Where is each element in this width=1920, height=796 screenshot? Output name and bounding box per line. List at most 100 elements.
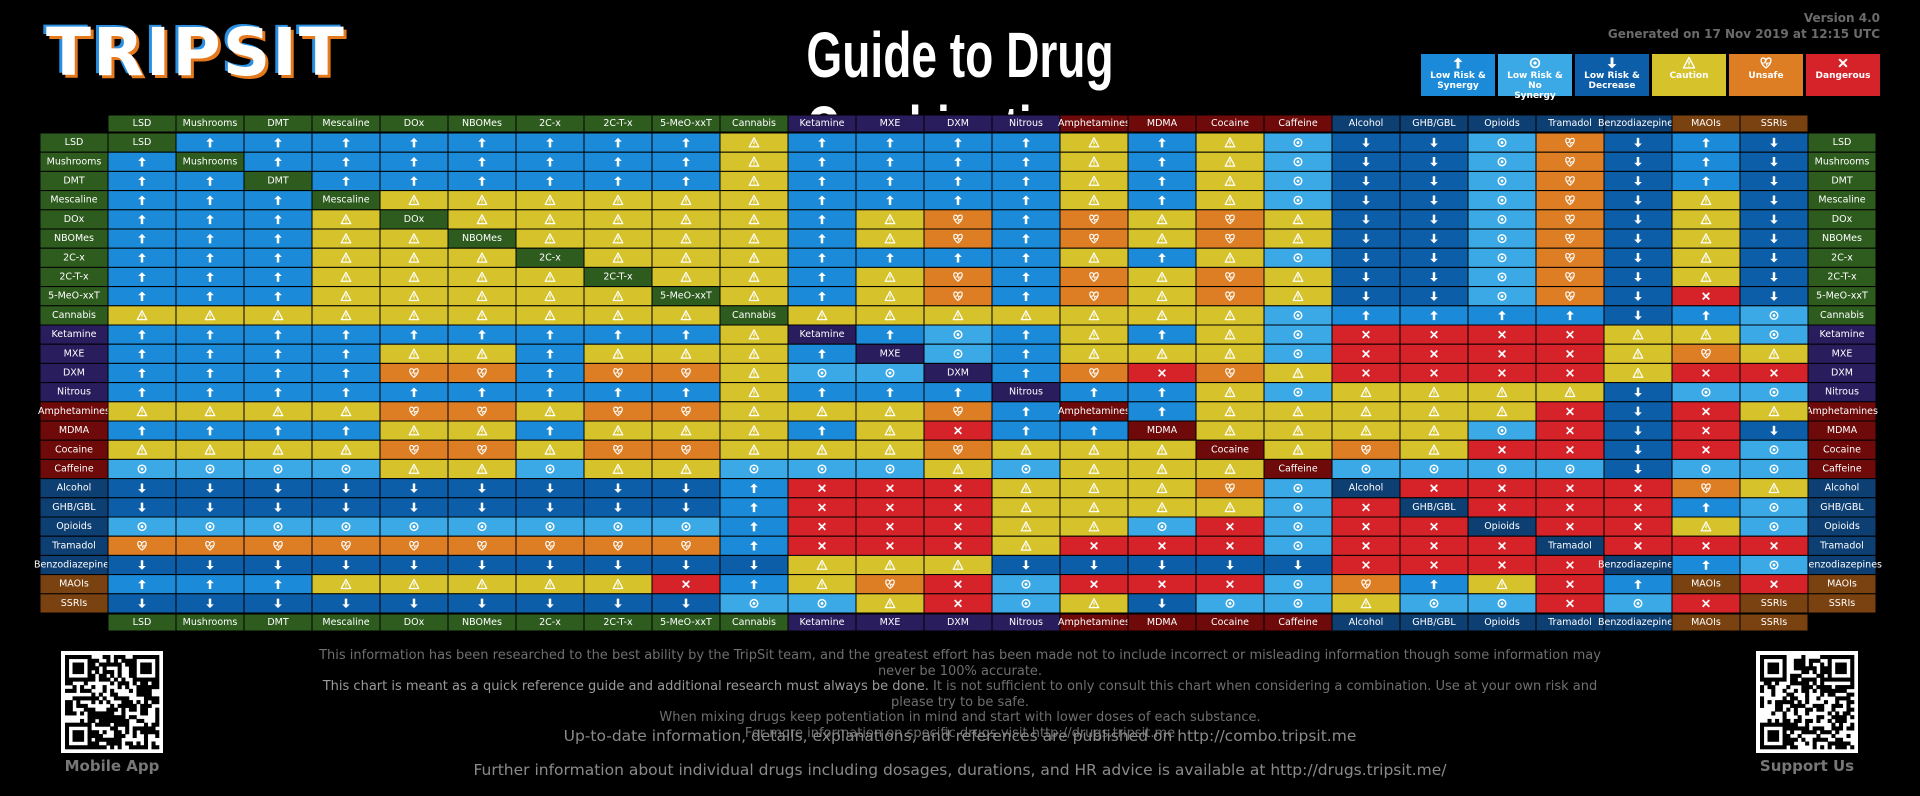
- icon: [1362, 369, 1370, 377]
- icon: [206, 176, 214, 186]
- arrow: [1158, 406, 1166, 417]
- arrow: [546, 137, 554, 148]
- pulse: [1566, 158, 1574, 165]
- icon: [544, 578, 556, 590]
- heart: [1565, 233, 1575, 244]
- qr-module: [95, 658, 100, 663]
- qr-module: [1835, 715, 1840, 720]
- qr-module: [1846, 741, 1851, 746]
- qr-module: [1831, 688, 1836, 693]
- arrow: [478, 387, 486, 397]
- arrow: [206, 233, 214, 244]
- ring: [885, 368, 895, 378]
- qr-module: [143, 670, 149, 675]
- row-header-right: DOx: [1832, 214, 1853, 225]
- icon: [818, 157, 826, 167]
- pulse: [614, 542, 622, 549]
- qr-module: [147, 726, 152, 731]
- pulse: [1226, 293, 1234, 300]
- qr-module: [1767, 733, 1772, 739]
- qr-module: [1801, 662, 1806, 667]
- qr-module: [1793, 696, 1798, 701]
- cross: [954, 599, 962, 608]
- icon: [748, 271, 760, 282]
- icon: [476, 252, 488, 263]
- qr-module: [155, 670, 160, 675]
- arrow: [206, 387, 214, 397]
- heart: [1089, 272, 1099, 282]
- qr-module: [128, 688, 133, 693]
- dot: [616, 525, 620, 529]
- column-header: Mescaline: [322, 118, 369, 129]
- cross: [1770, 580, 1778, 589]
- pulse: [1566, 139, 1574, 146]
- icon: [206, 598, 214, 609]
- triangle: [408, 233, 420, 244]
- qr-module: [113, 730, 118, 735]
- arrow: [1634, 214, 1642, 225]
- qr-module: [1812, 730, 1817, 735]
- cross: [954, 541, 962, 550]
- qr-module: [1767, 700, 1772, 705]
- triangle: [1360, 406, 1372, 417]
- qr-module: [143, 711, 149, 716]
- qr-module: [95, 730, 100, 735]
- ring: [477, 522, 487, 532]
- icon: [408, 463, 420, 474]
- qr-module: [1793, 666, 1798, 671]
- triangle: [1224, 463, 1236, 474]
- arrow: [410, 329, 418, 340]
- qr-module: [132, 677, 137, 682]
- qr-module: [91, 745, 96, 750]
- icon: [408, 425, 420, 436]
- icon: [1702, 176, 1710, 186]
- triangle: [1156, 444, 1168, 455]
- diagonal-label: Tramadol: [1547, 540, 1592, 551]
- qr-module: [65, 662, 70, 667]
- ring: [1633, 598, 1643, 608]
- icon: [274, 157, 282, 167]
- qr-module: [1827, 711, 1832, 716]
- icon: [273, 464, 283, 474]
- qr-module: [110, 718, 115, 723]
- icon: [1158, 195, 1166, 205]
- ring: [1021, 464, 1031, 474]
- qr-module: [80, 718, 85, 723]
- column-footer: DOx: [404, 617, 425, 628]
- icon: [206, 368, 214, 378]
- qr-module: [1775, 737, 1780, 742]
- triangle: [1700, 233, 1712, 244]
- icon: [408, 233, 420, 244]
- qr-module: [87, 655, 92, 660]
- triangle: [408, 578, 420, 590]
- column-footer: Opioids: [1484, 617, 1520, 628]
- row-header: Cocaine: [55, 444, 93, 455]
- qr-module: [80, 696, 85, 701]
- qr-module: [91, 707, 96, 712]
- qr-module: [1771, 730, 1776, 735]
- qr-module: [102, 718, 107, 723]
- icon: [1022, 560, 1030, 570]
- qr-module: [87, 726, 92, 731]
- arrow: [1362, 195, 1370, 205]
- qr-module: [72, 711, 77, 716]
- cross: [1362, 541, 1370, 550]
- icon: [1158, 176, 1166, 186]
- dot: [956, 333, 960, 337]
- ring: [1769, 330, 1779, 340]
- dot: [1296, 544, 1300, 548]
- qr-module: [155, 685, 160, 690]
- qr-module: [1782, 737, 1787, 742]
- qr-module: [1793, 677, 1798, 682]
- qr-module: [132, 707, 137, 712]
- dot: [1500, 275, 1504, 279]
- legend-icon: [1838, 58, 1848, 68]
- heart: [1089, 368, 1099, 378]
- qr-module: [1782, 688, 1787, 693]
- column-footer: Amphetamines: [1058, 617, 1130, 628]
- triangle: [1292, 290, 1304, 302]
- cross: [886, 541, 894, 550]
- icon: [546, 368, 554, 378]
- triangle: [544, 406, 556, 417]
- qr-module: [1782, 722, 1787, 727]
